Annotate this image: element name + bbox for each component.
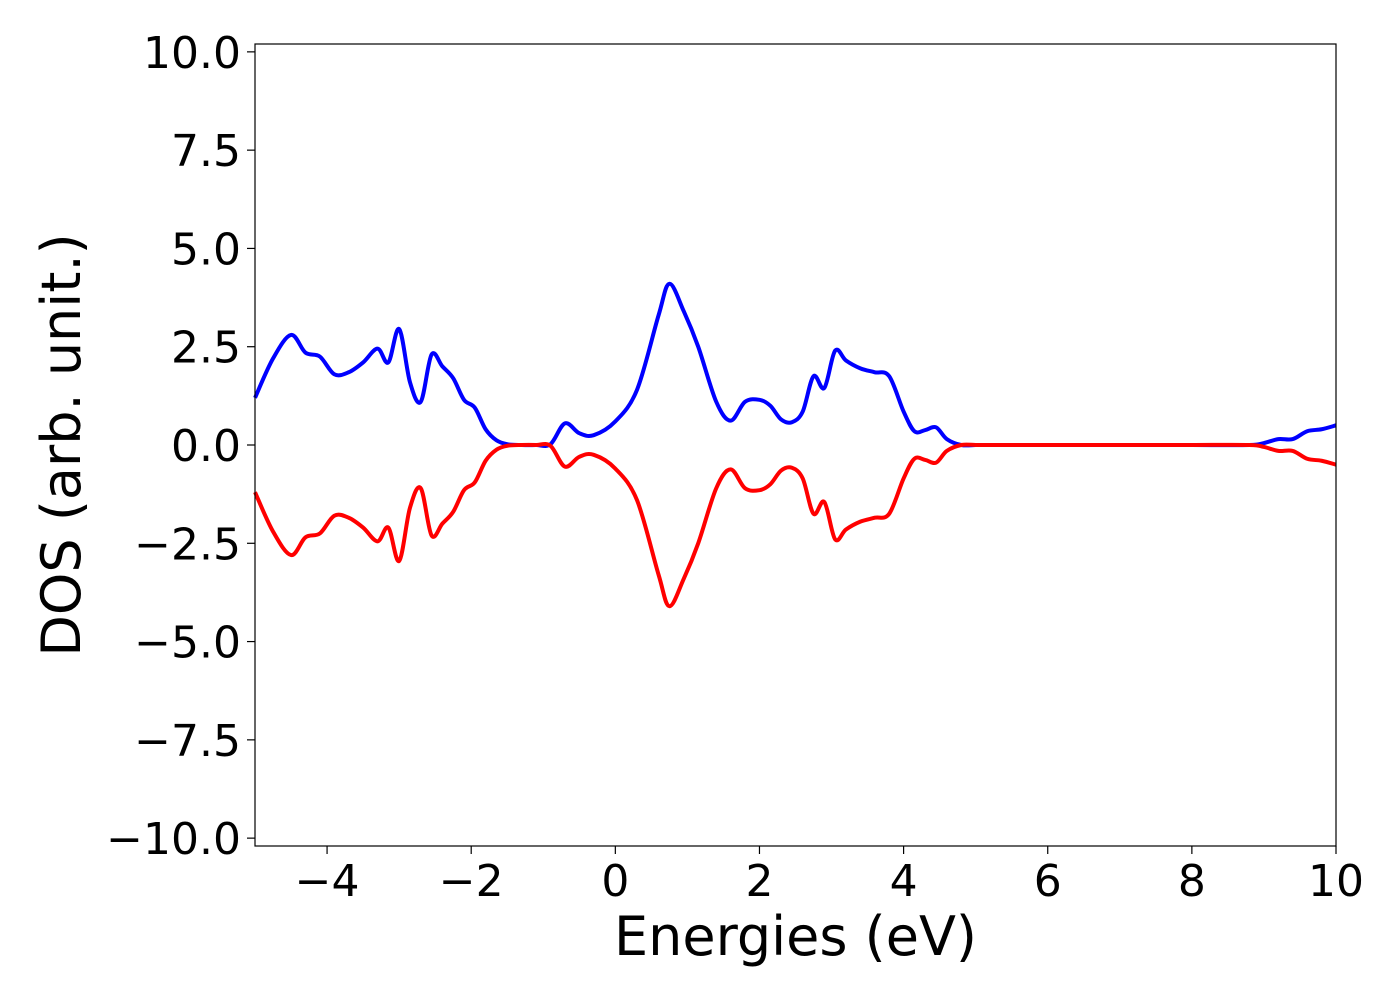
x-tick-label: 8 (1178, 856, 1206, 907)
x-axis-label: Energies (eV) (614, 905, 977, 968)
dos-up-series-line (253, 281, 1337, 449)
y-tick-label: 0.0 (171, 421, 241, 472)
x-tick-label: 2 (745, 856, 773, 907)
x-tick-label: −2 (439, 856, 504, 907)
x-tick-label: −4 (295, 856, 360, 907)
x-tick-label: 6 (1034, 856, 1062, 907)
x-ticks: −4 −2 0 2 4 6 8 10 (295, 846, 1364, 907)
x-tick-label: 4 (890, 856, 918, 907)
y-tick-label: 5.0 (171, 224, 241, 275)
y-tick-label: 2.5 (171, 323, 241, 374)
y-tick-label: −7.5 (134, 716, 241, 767)
y-tick-label: 10.0 (143, 28, 241, 79)
x-tick-label: 10 (1308, 856, 1364, 907)
y-tick-label: −5.0 (134, 618, 241, 669)
series-layer (253, 281, 1337, 609)
y-tick-label: −10.0 (106, 814, 241, 865)
y-ticks: −10.0 −7.5 −5.0 −2.5 0.0 2.5 5.0 7.5 10.0 (106, 28, 255, 865)
y-tick-label: 7.5 (171, 126, 241, 177)
y-tick-label: −2.5 (134, 519, 241, 570)
y-axis-label: DOS (arb. unit.) (30, 233, 93, 656)
dos-down-series-line (253, 441, 1337, 609)
x-tick-label: 0 (601, 856, 629, 907)
